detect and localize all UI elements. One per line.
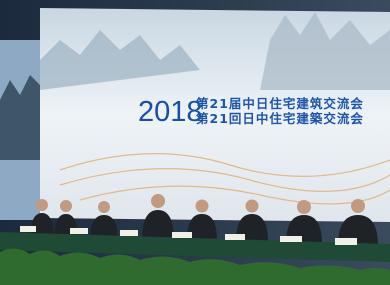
name-plate [172, 232, 192, 238]
name-plate [225, 234, 245, 240]
title-chinese: 第21届中日住宅建筑交流会 [196, 96, 364, 111]
page: 2018 第21届中日住宅建筑交流会 第21回日中住宅建築交流会 (() => … [0, 0, 390, 285]
name-plate [280, 236, 302, 242]
name-plate [120, 230, 138, 236]
name-plate [70, 228, 88, 234]
name-plate [20, 226, 36, 232]
title-japanese: 第21回日中住宅建築交流会 [196, 111, 364, 126]
name-plate [335, 238, 357, 245]
year: 2018 [138, 96, 203, 128]
photo: 2018 第21届中日住宅建筑交流会 第21回日中住宅建築交流会 [0, 0, 390, 285]
